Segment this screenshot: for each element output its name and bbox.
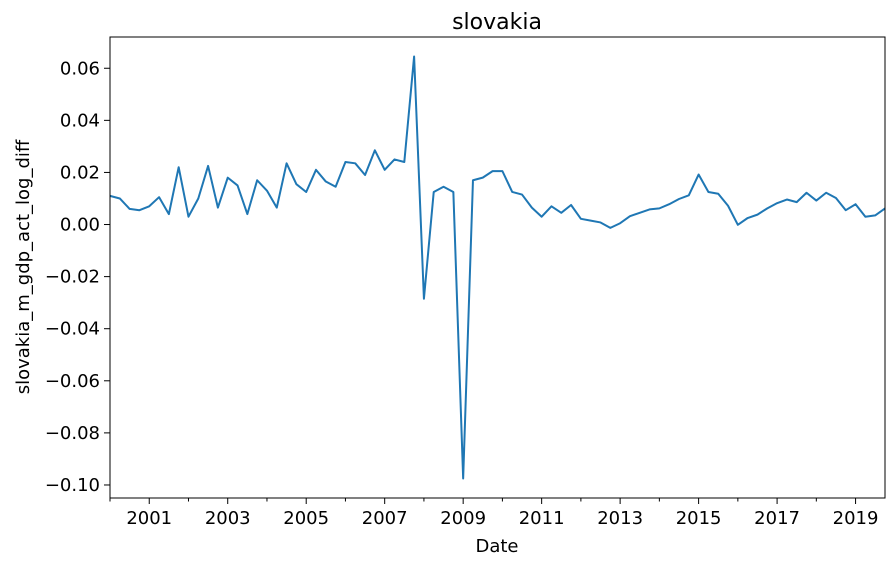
x-tick-label: 2007: [362, 508, 408, 529]
series-line: [109, 55, 886, 480]
chart-title: slovakia: [452, 10, 542, 35]
y-tick-label: 0.02: [60, 162, 100, 183]
x-tick-label: 2013: [597, 508, 643, 529]
plot-lines: [109, 55, 886, 480]
x-tick-label: 2011: [519, 508, 565, 529]
x-tick-label: 2005: [283, 508, 329, 529]
x-axis-label: Date: [475, 536, 518, 557]
y-tick-label: −0.04: [45, 319, 100, 340]
y-tick-label: 0.06: [60, 58, 100, 79]
x-tick-label: 2003: [205, 508, 251, 529]
plot-frame: [109, 36, 886, 499]
y-tick-label: −0.08: [45, 423, 100, 444]
y-axis-label: slovakia_m_gdp_act_log_diff: [13, 139, 34, 394]
y-tick-label: −0.06: [45, 371, 100, 392]
x-tick-label: 2015: [676, 508, 722, 529]
y-axis: 0.06 0.04 0.02 0.00 −0.02 −0.04 −0.06 −0.08 −0.1…: [45, 58, 110, 496]
x-tick-label: 2019: [833, 508, 879, 529]
y-tick-label: −0.10: [45, 475, 100, 496]
y-tick-label: 0.04: [60, 110, 100, 131]
x-axis: 2001 2003 2005 2007 2009 2011 2013 2015 2017 2019: [109, 498, 879, 529]
y-tick-label: 0.00: [60, 215, 100, 236]
x-tick-label: 2017: [754, 508, 800, 529]
y-tick-label: −0.02: [45, 267, 100, 288]
x-tick-label: 2001: [126, 508, 172, 529]
x-tick-label: 2009: [440, 508, 486, 529]
